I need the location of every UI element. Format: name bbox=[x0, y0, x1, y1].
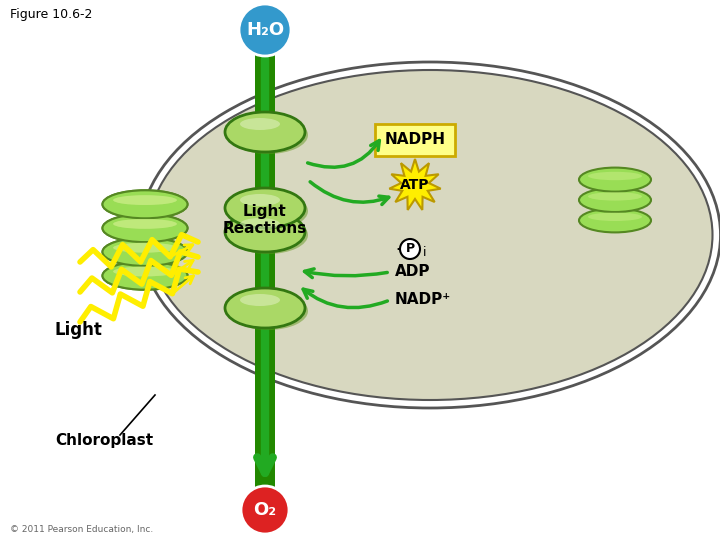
Ellipse shape bbox=[113, 243, 177, 253]
Ellipse shape bbox=[113, 243, 177, 253]
Ellipse shape bbox=[113, 219, 177, 229]
Text: Figure 10.6-2: Figure 10.6-2 bbox=[10, 8, 92, 21]
Ellipse shape bbox=[102, 238, 187, 266]
Ellipse shape bbox=[228, 116, 308, 154]
Text: i: i bbox=[423, 246, 426, 260]
Ellipse shape bbox=[579, 188, 651, 212]
Ellipse shape bbox=[102, 262, 187, 289]
Ellipse shape bbox=[113, 195, 177, 205]
Ellipse shape bbox=[102, 262, 187, 289]
Ellipse shape bbox=[102, 214, 187, 242]
Ellipse shape bbox=[240, 294, 280, 306]
Ellipse shape bbox=[228, 216, 308, 254]
Text: Light: Light bbox=[55, 321, 103, 339]
Ellipse shape bbox=[140, 62, 720, 408]
Text: Chloroplast: Chloroplast bbox=[55, 433, 153, 448]
Text: ATP: ATP bbox=[400, 178, 430, 192]
Ellipse shape bbox=[102, 214, 187, 242]
Text: © 2011 Pearson Education, Inc.: © 2011 Pearson Education, Inc. bbox=[10, 525, 153, 534]
Text: P: P bbox=[405, 242, 415, 255]
Ellipse shape bbox=[588, 172, 642, 180]
Ellipse shape bbox=[588, 192, 642, 200]
Text: NADP⁺: NADP⁺ bbox=[395, 293, 451, 307]
Ellipse shape bbox=[102, 190, 187, 218]
Ellipse shape bbox=[113, 195, 177, 205]
Circle shape bbox=[241, 486, 289, 534]
Ellipse shape bbox=[225, 288, 305, 328]
Ellipse shape bbox=[113, 267, 177, 276]
Ellipse shape bbox=[240, 194, 280, 206]
Text: Light
Reactions: Light Reactions bbox=[223, 204, 307, 236]
Ellipse shape bbox=[225, 188, 305, 228]
Ellipse shape bbox=[113, 267, 177, 276]
Ellipse shape bbox=[228, 292, 308, 330]
Bar bbox=[255, 45, 275, 495]
Text: +: + bbox=[395, 241, 408, 256]
Circle shape bbox=[239, 4, 291, 56]
Ellipse shape bbox=[588, 213, 642, 221]
Ellipse shape bbox=[228, 192, 308, 230]
Circle shape bbox=[400, 239, 420, 259]
FancyBboxPatch shape bbox=[375, 124, 455, 156]
Polygon shape bbox=[390, 159, 441, 210]
Ellipse shape bbox=[579, 208, 651, 232]
Text: ADP: ADP bbox=[395, 265, 431, 280]
Ellipse shape bbox=[225, 112, 305, 152]
Text: H₂O: H₂O bbox=[246, 21, 284, 39]
Text: NADPH: NADPH bbox=[384, 132, 446, 147]
Text: O₂: O₂ bbox=[253, 501, 276, 519]
Ellipse shape bbox=[148, 70, 713, 400]
Ellipse shape bbox=[579, 167, 651, 192]
Ellipse shape bbox=[225, 212, 305, 252]
Ellipse shape bbox=[113, 219, 177, 229]
Ellipse shape bbox=[102, 238, 187, 266]
Ellipse shape bbox=[240, 118, 280, 130]
Ellipse shape bbox=[102, 190, 187, 218]
Ellipse shape bbox=[240, 218, 280, 230]
